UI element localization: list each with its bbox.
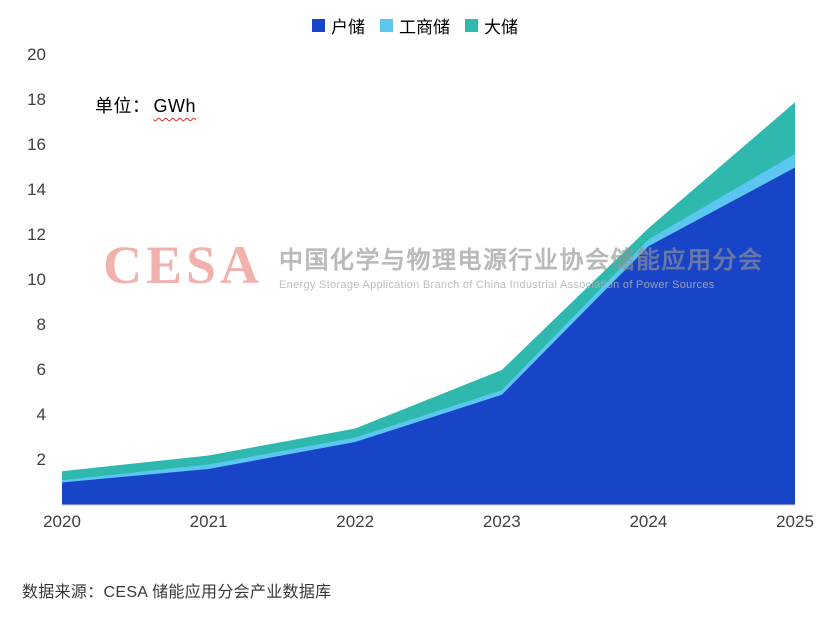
y-tick-label: 8	[36, 315, 46, 334]
legend-item-3: 大储	[465, 13, 518, 38]
x-tick-label: 2020	[43, 512, 81, 531]
x-tick-label: 2021	[189, 512, 228, 531]
legend-label: 大储	[484, 18, 518, 37]
legend-label: 工商储	[399, 18, 450, 37]
y-tick-label: 16	[27, 135, 46, 154]
unit-value: GWh	[153, 96, 197, 116]
x-tick-label: 2022	[336, 512, 375, 531]
x-tick-label: 2024	[629, 512, 668, 531]
legend-item-1: 户储	[312, 13, 365, 38]
unit-prefix: 单位：	[95, 96, 151, 116]
y-tick-label: 20	[27, 45, 46, 64]
legend-swatch	[380, 19, 393, 32]
x-tick-label: 2023	[482, 512, 521, 531]
data-source-text: 数据来源：CESA 储能应用分会产业数据库	[22, 584, 332, 601]
legend-label: 户储	[331, 18, 365, 37]
legend-swatch	[312, 19, 325, 32]
y-tick-label: 2	[36, 450, 46, 469]
y-tick-label: 14	[27, 180, 46, 199]
chart-legend: 户储 工商储 大储	[0, 13, 830, 38]
legend-item-2: 工商储	[380, 13, 450, 38]
legend-swatch	[465, 19, 478, 32]
y-tick-label: 10	[27, 270, 46, 289]
x-tick-label: 2025	[776, 512, 814, 531]
y-tick-label: 18	[27, 90, 46, 109]
y-tick-label: 6	[36, 360, 46, 379]
unit-label: 单位： GWh	[95, 92, 196, 118]
area-series-户储	[62, 167, 795, 505]
stacked-area-chart	[62, 102, 795, 506]
y-tick-label: 4	[36, 405, 46, 424]
y-tick-label: 12	[27, 225, 46, 244]
